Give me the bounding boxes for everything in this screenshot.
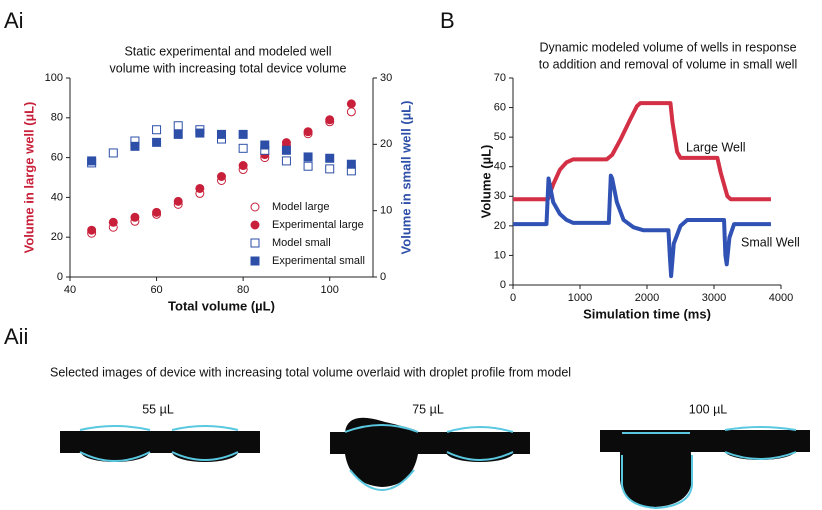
- x-tick-label: 80: [237, 284, 249, 296]
- x-tick-label: 40: [64, 284, 76, 296]
- marker: [346, 107, 356, 117]
- y-tick-label: 20: [494, 220, 506, 232]
- x-tick-label: 3000: [702, 292, 726, 304]
- marker: [346, 99, 356, 109]
- series-label: Small Well: [741, 235, 800, 249]
- marker: [250, 238, 260, 248]
- marker: [87, 156, 97, 166]
- y-tick-label: 0: [500, 279, 506, 291]
- legend-label: Experimental small: [272, 255, 365, 267]
- x-tick-label: 60: [150, 284, 162, 296]
- y-tick-label: 70: [494, 72, 506, 84]
- line: [513, 173, 771, 279]
- legend-label: Experimental large: [272, 219, 364, 231]
- y-tick-label: 80: [51, 112, 63, 124]
- marker: [152, 137, 162, 147]
- marker: [303, 127, 313, 137]
- y-axis-label: Volume (µL): [478, 145, 493, 219]
- marker: [281, 156, 291, 166]
- marker: [130, 212, 140, 222]
- marker: [217, 129, 226, 139]
- image-label: 100 µL: [689, 402, 728, 416]
- x-axis-label: Simulation time (ms): [583, 306, 711, 321]
- y-tick-label: 60: [51, 152, 63, 164]
- x-tick-label: 1000: [568, 292, 592, 304]
- y-tick-label: 30: [494, 190, 506, 202]
- y-tick-label: 0: [57, 271, 63, 283]
- chart-title: Static experimental and modeled well: [124, 44, 331, 58]
- x-tick-label: 2000: [635, 292, 659, 304]
- x-axis-label: Total volume (µL): [168, 298, 275, 313]
- y2-tick-label: 0: [380, 271, 386, 283]
- device-image: [60, 425, 260, 462]
- y2-tick-label: 20: [380, 138, 392, 150]
- marker: [238, 161, 248, 171]
- line: [513, 101, 771, 202]
- marker: [152, 207, 162, 217]
- legend-label: Model small: [272, 237, 331, 249]
- marker: [173, 129, 183, 139]
- y-tick-label: 60: [494, 101, 506, 113]
- marker: [325, 164, 335, 174]
- y-tick-label: 10: [494, 249, 506, 261]
- marker: [346, 159, 356, 169]
- y2-tick-label: 30: [380, 72, 392, 84]
- marker: [130, 141, 140, 151]
- chart-title: volume with increasing total device volu…: [110, 61, 347, 75]
- image-label: 75 µL: [412, 402, 444, 416]
- x-tick-label: 100: [321, 284, 339, 296]
- x-tick-label: 0: [510, 292, 516, 304]
- marker: [238, 129, 248, 139]
- legend-label: Model large: [272, 201, 329, 213]
- y-tick-label: 100: [45, 72, 63, 84]
- device-image: [330, 417, 530, 491]
- chart-title: to addition and removal of volume in sma…: [539, 57, 797, 71]
- marker: [260, 140, 270, 150]
- marker: [281, 138, 291, 148]
- marker: [250, 256, 260, 266]
- marker: [108, 148, 118, 158]
- image-label: 55 µL: [142, 402, 174, 416]
- marker: [152, 125, 162, 135]
- marker: [303, 152, 313, 162]
- panel-label: Aii: [4, 324, 28, 349]
- marker: [325, 115, 335, 125]
- marker: [303, 161, 313, 171]
- marker: [238, 143, 248, 153]
- panel-label: B: [440, 8, 455, 33]
- x-tick-label: 4000: [769, 292, 793, 304]
- marker: [173, 196, 183, 206]
- marker: [325, 153, 335, 163]
- marker: [250, 202, 260, 212]
- y-axis-label: Volume in large well (µL): [21, 102, 36, 254]
- series-label: Large Well: [686, 140, 746, 154]
- marker: [250, 220, 260, 230]
- marker: [195, 128, 205, 138]
- y-tick-label: 20: [51, 231, 63, 243]
- marker: [217, 172, 226, 182]
- y2-axis-label: Volume in small well (µL): [398, 101, 413, 255]
- marker: [173, 121, 183, 131]
- y-tick-label: 40: [494, 161, 506, 173]
- y-tick-label: 40: [51, 191, 63, 203]
- images-title: Selected images of device with increasin…: [50, 365, 571, 379]
- marker: [281, 145, 291, 155]
- device-image: [600, 426, 810, 510]
- marker: [108, 217, 118, 227]
- chart-title: Dynamic modeled volume of wells in respo…: [539, 40, 796, 54]
- panel-label: Ai: [4, 8, 24, 33]
- marker: [87, 225, 97, 235]
- marker: [195, 183, 205, 193]
- y2-tick-label: 10: [380, 205, 392, 217]
- y-tick-label: 50: [494, 131, 506, 143]
